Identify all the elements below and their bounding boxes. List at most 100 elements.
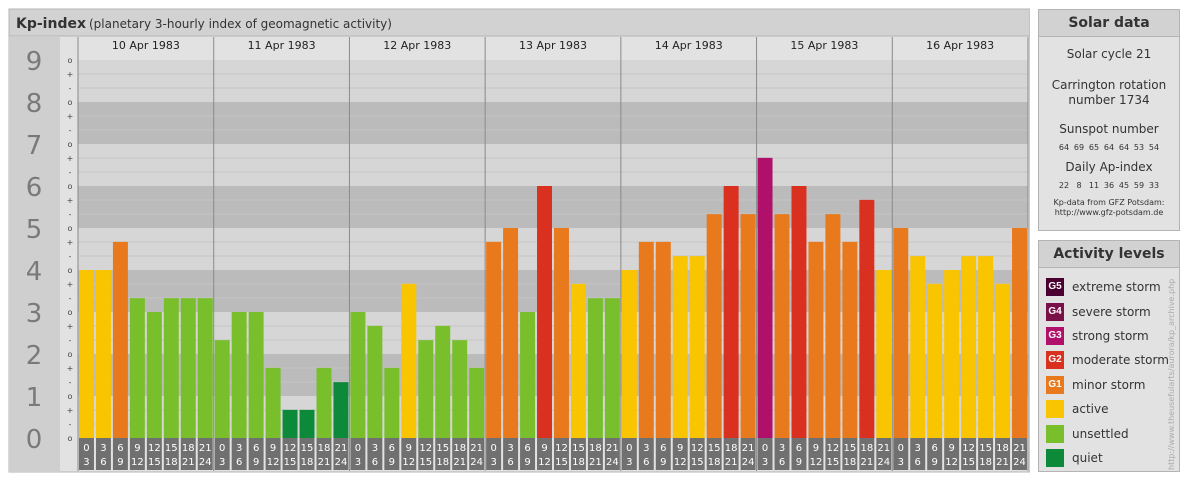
time-slot-end: 24	[470, 457, 483, 468]
legend-label: strong storm	[1072, 328, 1149, 343]
day-label: 10 Apr 1983	[112, 39, 180, 52]
time-slot-start: 0	[762, 443, 768, 454]
source-line1: Kp-data from GFZ Potsdam:	[1053, 198, 1165, 207]
time-slot-box	[961, 438, 977, 470]
time-slot-start: 9	[134, 443, 140, 454]
time-slot-box	[520, 438, 536, 470]
y-subtick-label: o	[68, 266, 73, 275]
legend-swatch: G2	[1046, 351, 1064, 370]
time-slot-start: 0	[83, 443, 89, 454]
kp-bar	[418, 340, 434, 438]
time-slot-end: 18	[708, 457, 721, 468]
legend-label: quiet	[1072, 450, 1103, 465]
time-slot-start: 18	[318, 443, 331, 454]
kp-bar	[350, 312, 366, 438]
y-subtick-label: -	[69, 420, 72, 429]
y-subtick-label: o	[68, 392, 73, 401]
time-slot-box	[163, 438, 179, 470]
legend-label: extreme storm	[1072, 280, 1161, 295]
time-slot-start: 12	[284, 443, 297, 454]
kp-bar	[163, 298, 179, 438]
kp-bar	[452, 340, 468, 438]
kp-bar	[587, 298, 603, 438]
y-band	[78, 60, 1028, 102]
time-slot-box	[978, 438, 994, 470]
kp-bar	[944, 270, 960, 438]
time-slot-box	[554, 438, 569, 470]
time-slot-start: 21	[742, 443, 755, 454]
time-slot-box	[180, 438, 196, 470]
time-slot-end: 18	[844, 457, 857, 468]
ap-value: 36	[1103, 181, 1115, 190]
time-slot-end: 6	[100, 457, 106, 468]
time-slot-box	[350, 438, 366, 470]
y-subtick-label: +	[67, 112, 74, 121]
chart-subtitle: (planetary 3-hourly index of geomagnetic…	[89, 17, 392, 31]
kp-bar	[876, 270, 892, 438]
carrington-line1: Carrington rotation	[1051, 78, 1167, 92]
time-slot-box	[910, 438, 926, 470]
time-slot-box	[146, 438, 162, 470]
sunspot-values: 64 69 65 64 64 53 54	[1039, 143, 1179, 152]
y-tick-label: 4	[26, 257, 43, 287]
legend-swatch	[1046, 448, 1064, 467]
source-link[interactable]: http://www.gfz-potsdam.de	[1054, 208, 1164, 217]
time-slot-start: 21	[335, 443, 348, 454]
kp-bar	[231, 312, 247, 438]
time-slot-end: 24	[335, 457, 348, 468]
kp-bar	[146, 312, 162, 438]
y-subtick-label: -	[69, 84, 72, 93]
time-slot-start: 21	[470, 443, 483, 454]
kp-bar	[689, 256, 705, 438]
y-tick-label: 2	[26, 341, 43, 371]
time-slot-box	[452, 438, 468, 470]
kp-bar	[910, 256, 926, 438]
time-slot-start: 0	[219, 443, 225, 454]
ap-value: 22	[1058, 181, 1070, 190]
kp-bar	[638, 241, 654, 438]
time-slot-box	[418, 438, 434, 470]
sunspot-value: 64	[1118, 143, 1130, 152]
time-slot-end: 21	[453, 457, 466, 468]
kp-chart: Kp-index (planetary 3-hourly index of ge…	[8, 8, 1030, 473]
time-slot-start: 12	[148, 443, 161, 454]
time-slot-end: 24	[1013, 457, 1026, 468]
kp-bar	[791, 186, 807, 438]
kp-bar	[672, 256, 688, 438]
y-tick-label: 9	[26, 47, 43, 77]
time-slot-end: 3	[219, 457, 225, 468]
legend-item: G4 severe storm	[1046, 299, 1169, 323]
time-slot-box	[282, 438, 298, 470]
y-subtick-label: +	[67, 238, 74, 247]
time-slot-end: 15	[419, 457, 432, 468]
kp-bar	[265, 367, 281, 438]
time-slot-end: 9	[524, 457, 530, 468]
time-slot-box	[570, 438, 586, 470]
kp-bar	[248, 312, 264, 438]
time-slot-start: 9	[406, 443, 412, 454]
time-slot-box	[265, 438, 281, 470]
time-slot-box	[689, 438, 705, 470]
time-slot-box	[842, 438, 858, 470]
chart-header-bar	[8, 8, 1030, 37]
time-slot-start: 15	[301, 443, 314, 454]
kp-bar	[520, 312, 536, 438]
y-subtick-label: o	[68, 140, 73, 149]
time-slot-end: 6	[507, 457, 513, 468]
y-subtick-label: +	[67, 154, 74, 163]
time-slot-box	[214, 438, 230, 470]
time-slot-start: 12	[827, 443, 840, 454]
kp-bar	[1012, 228, 1027, 438]
y-band	[78, 186, 1028, 228]
kp-bar	[825, 214, 841, 438]
time-slot-start: 18	[996, 443, 1009, 454]
time-slot-end: 18	[572, 457, 585, 468]
kp-bar	[95, 270, 111, 438]
time-slot-box	[1012, 438, 1027, 470]
legend-item: G5 extreme storm	[1046, 275, 1169, 299]
time-slot-start: 21	[1013, 443, 1026, 454]
ap-value: 45	[1118, 181, 1130, 190]
credit-link[interactable]: http://www.theusefularts/aurora/kp_archi…	[1167, 278, 1176, 470]
kp-bar	[401, 283, 417, 438]
time-slot-box	[231, 438, 247, 470]
